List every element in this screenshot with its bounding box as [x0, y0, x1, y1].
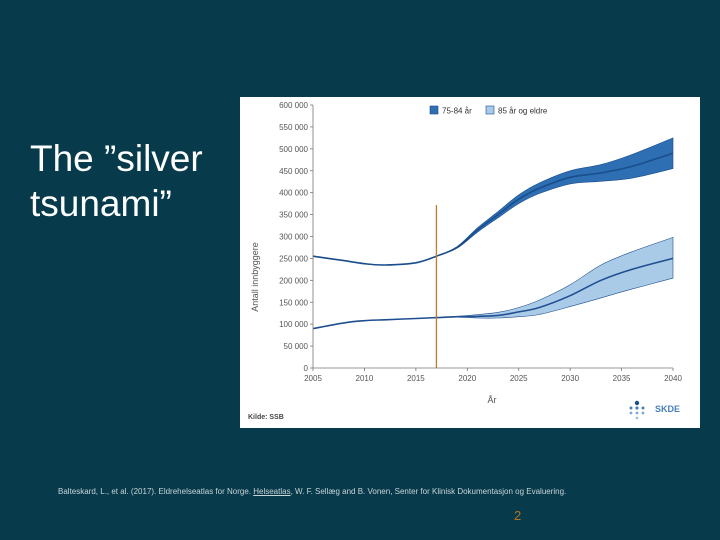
y-tick-labels: 0 50 000 100 000 150 000 200 000 250 000 300 0…: [279, 101, 308, 373]
skde-logo-mark: [629, 400, 645, 420]
x-tick-label: 2015: [407, 374, 425, 383]
logo-dot: [635, 406, 639, 410]
y-tick-label: 200 000: [279, 276, 308, 285]
y-tick-label: 350 000: [279, 211, 308, 220]
logo-dot: [635, 411, 639, 415]
legend-swatch-1: [429, 105, 439, 115]
y-tick-label: 300 000: [279, 233, 308, 242]
series-lines: [312, 152, 674, 330]
series-band-2: [312, 236, 674, 329]
x-tick-label: 2040: [664, 374, 682, 383]
series-line-2: [312, 257, 674, 330]
skde-logo-text: SKDE: [655, 404, 680, 414]
chart-legend: 75-84 år 85 år og eldre: [429, 105, 548, 116]
x-tick-labels: 2005 2010 2015 2020 2025 2030 2035 2040: [304, 374, 682, 383]
logo-dot: [641, 406, 645, 410]
y-tick-label: 100 000: [279, 320, 308, 329]
x-tick-label: 2010: [356, 374, 374, 383]
logo-dot: [634, 400, 640, 406]
y-tick-label: 150 000: [279, 298, 308, 307]
y-tick-label: 450 000: [279, 167, 308, 176]
series-band-1: [312, 137, 674, 266]
x-tick-label: 2005: [304, 374, 322, 383]
logo-dot: [629, 411, 633, 415]
source-label: Kilde: SSB: [248, 414, 284, 421]
y-tick-label: 600 000: [279, 101, 308, 110]
chart-axes: [310, 104, 674, 371]
logo-dot: [641, 411, 645, 415]
citation-text-1: Balteskard, L., et al. (2017). Eldrehels…: [58, 487, 254, 496]
slide-title-line-2: tsunami”: [30, 183, 172, 224]
population-chart: 0 50 000 100 000 150 000 200 000 250 000 300 0…: [248, 101, 682, 421]
citation-text-2: , W. F. Sellæg and B. Vonen, Senter for …: [290, 487, 567, 496]
chart-figure: 0 50 000 100 000 150 000 200 000 250 000 300 0…: [240, 97, 700, 428]
x-axis-label: År: [488, 395, 497, 405]
legend-label-1: 75-84 år: [442, 107, 472, 116]
y-tick-label: 550 000: [279, 123, 308, 132]
y-tick-label: 0: [304, 364, 309, 373]
y-tick-label: 250 000: [279, 254, 308, 263]
x-tick-label: 2035: [613, 374, 631, 383]
y-tick-label: 400 000: [279, 189, 308, 198]
x-tick-label: 2020: [458, 374, 476, 383]
citation-link[interactable]: Helseatlas: [253, 487, 291, 496]
page-number: 2: [514, 508, 522, 523]
x-tick-label: 2025: [510, 374, 528, 383]
slide-title: The ”silver tsunami”: [30, 136, 230, 226]
y-tick-label: 50 000: [284, 342, 309, 351]
x-tick-label: 2030: [561, 374, 579, 383]
y-tick-label: 500 000: [279, 145, 308, 154]
series-bands: [312, 137, 674, 329]
logo-dot: [629, 406, 633, 410]
series-line-1: [312, 152, 674, 266]
logo-dot: [635, 416, 639, 420]
legend-label-2: 85 år og eldre: [498, 107, 548, 116]
citation: Balteskard, L., et al. (2017). Eldrehels…: [58, 487, 698, 496]
y-axis-label: Antall innbyggere: [250, 242, 260, 312]
legend-swatch-2: [485, 105, 495, 115]
slide-title-line-1: The ”silver: [30, 138, 203, 179]
skde-logo: SKDE: [629, 400, 680, 420]
